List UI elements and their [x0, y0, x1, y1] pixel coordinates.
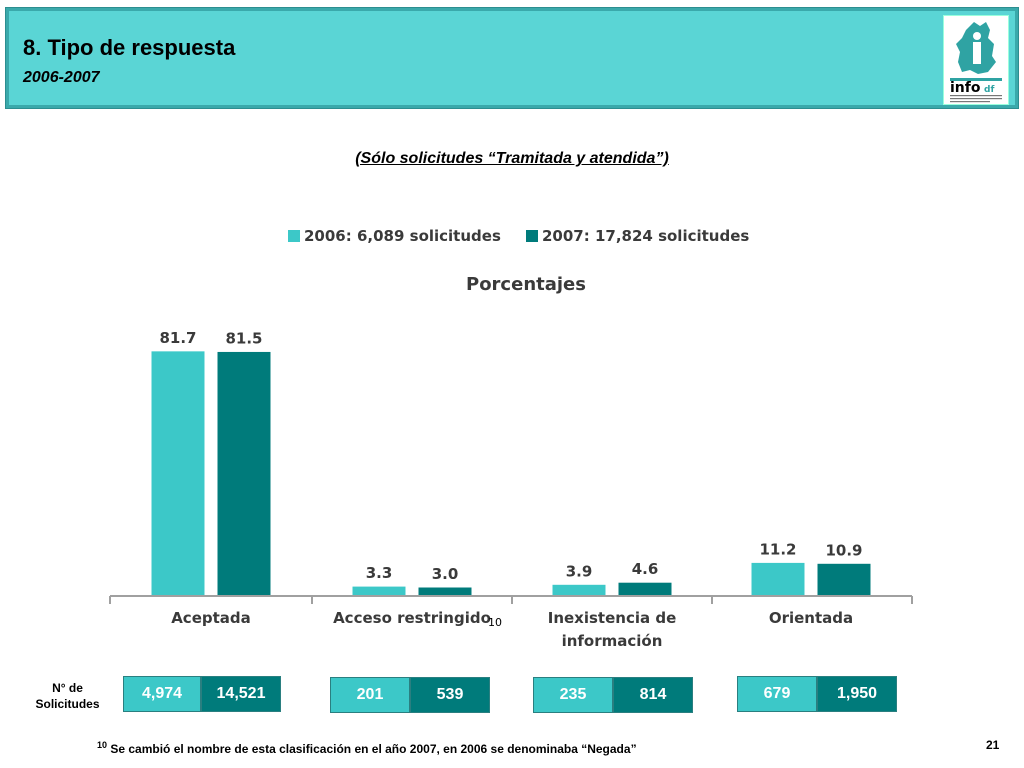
logo-suffix: df: [984, 85, 994, 95]
chart-title: Porcentajes: [466, 274, 586, 295]
bar-0-1: [216, 350, 272, 597]
infodf-logo: info df: [943, 15, 1009, 105]
bar-label-1-1: 3.0: [432, 565, 459, 583]
legend-label-0: 2006: 6,089 solicitudes: [304, 227, 501, 245]
count-aceptada-2007: 14,521: [201, 676, 281, 712]
infodf-logo-icon: info df: [950, 22, 1002, 103]
legend-swatch-0: [288, 230, 300, 242]
chart-note: (Sólo solicitudes “Tramitada y atendida”…: [355, 150, 669, 167]
x-tick-label-2-1: información: [562, 632, 663, 650]
legend-swatch-1: [526, 230, 538, 242]
bar-1-0: [351, 585, 407, 597]
footnote-text: Se cambió el nombre de esta clasificació…: [107, 742, 637, 756]
count-orientada-2007: 1,950: [817, 676, 897, 712]
x-tick-label-0: Aceptada: [171, 609, 251, 627]
logo-text: info: [950, 80, 981, 96]
count-aceptada-2006: 4,974: [123, 676, 201, 712]
counts-label: N° de Solicitudes: [30, 680, 105, 712]
bar-label-3-0: 11.2: [759, 540, 796, 558]
bar-chart: 2006: 6,089 solicitudes 2007: 17,824 soli…: [109, 227, 913, 650]
legend-label-1: 2007: 17,824 solicitudes: [542, 227, 749, 245]
slide-header: 8. Tipo de respuesta 2006-2007 info df: [6, 8, 1018, 108]
chart-legend: 2006: 6,089 solicitudes 2007: 17,824 soli…: [288, 227, 749, 245]
counts-label-line2: Solicitudes: [35, 697, 100, 711]
x-tick-superscript-1: 10: [488, 616, 502, 629]
bar-label-2-0: 3.9: [566, 562, 593, 580]
chart-bars: 81.7 81.5 3.3 3.0 3.9 4.6 11.2 10.9: [150, 329, 872, 597]
count-inexistencia-2007: 814: [613, 677, 693, 713]
footnote-marker: 10: [97, 740, 108, 750]
x-tick-label-2-0: Inexistencia de: [548, 609, 677, 627]
bar-label-3-1: 10.9: [825, 541, 862, 559]
bar-3-1: [816, 562, 872, 597]
bar-1-1: [417, 586, 473, 597]
count-orientada-2006: 679: [737, 676, 817, 712]
page-number: 21: [986, 738, 1000, 752]
count-inexistencia-2006: 235: [533, 677, 613, 713]
x-tick-label-1: Acceso restringido: [333, 609, 491, 627]
bar-0-0: [150, 350, 206, 597]
bar-label-2-1: 4.6: [632, 560, 659, 578]
footnote: 10 Se cambió el nombre de esta clasifica…: [97, 740, 637, 756]
bar-3-0: [750, 561, 806, 597]
count-acceso-2006: 201: [330, 677, 410, 713]
slide-title: 8. Tipo de respuesta: [23, 35, 236, 60]
bar-label-0-1: 81.5: [225, 329, 262, 347]
count-acceso-2007: 539: [410, 677, 490, 713]
counts-label-line1: N° de: [52, 681, 83, 695]
bar-2-0: [551, 583, 607, 597]
bar-2-1: [617, 581, 673, 597]
slide-period: 2006-2007: [23, 69, 100, 86]
x-tick-label-3: Orientada: [769, 609, 853, 627]
bar-label-1-0: 3.3: [366, 564, 393, 582]
bar-label-0-0: 81.7: [159, 329, 196, 347]
